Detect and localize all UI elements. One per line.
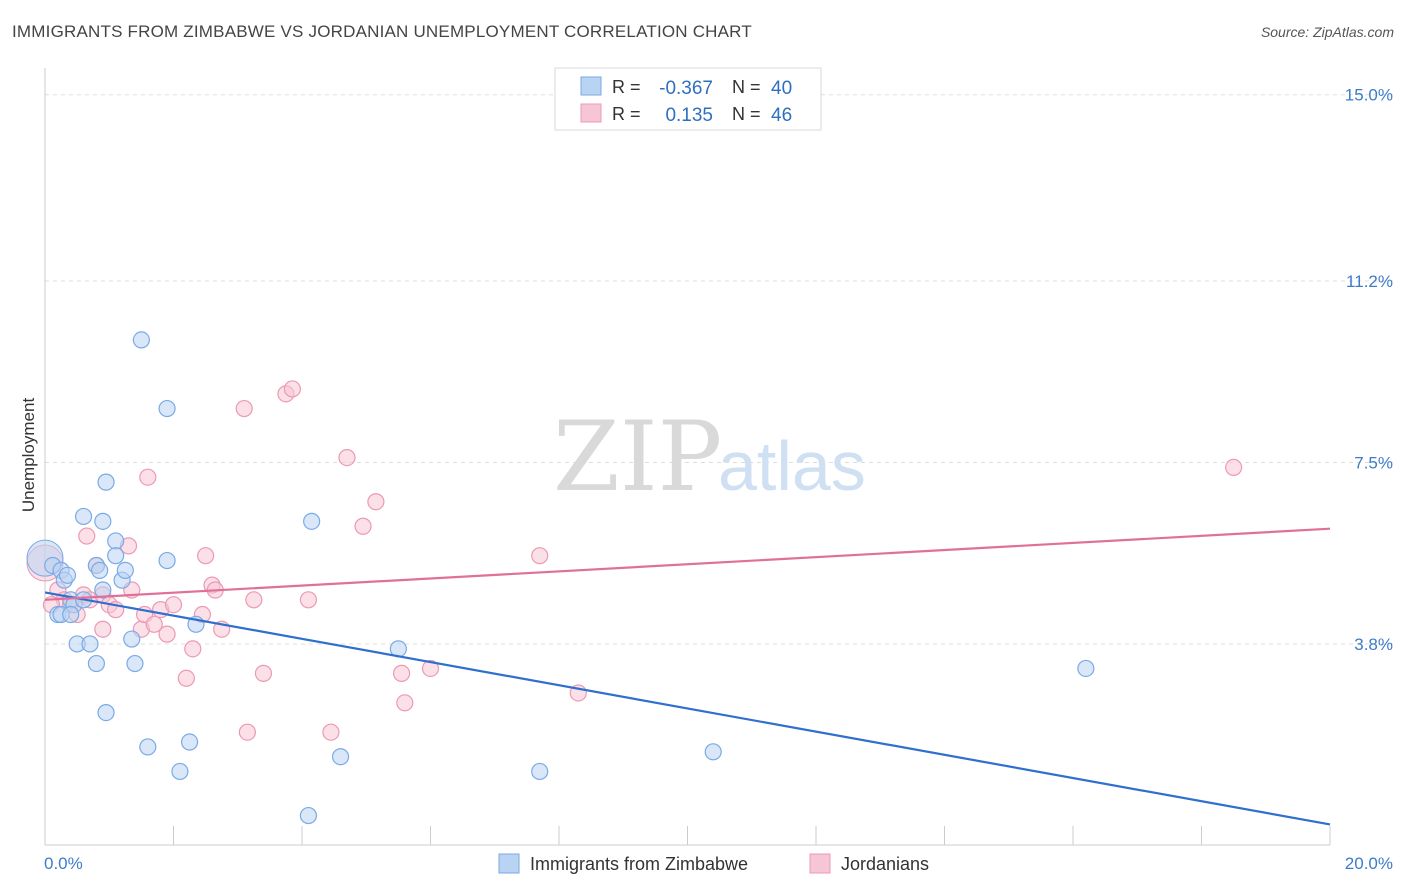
r-value-zimbabwe: -0.367 [659,78,713,99]
watermark-zip: ZIP [553,401,722,513]
zimbabwe-point [139,738,157,756]
legend-zimbabwe-swatch [498,853,520,874]
jordanians-point [94,620,112,638]
jordanians-point [164,596,183,614]
jordanians-point [245,591,263,609]
zimbabwe-point [62,605,80,624]
x-tick-label-min: 0.0% [44,854,83,873]
zimbabwe-point [126,654,144,673]
jordanians-point [392,664,411,682]
zimbabwe-trend-line [44,591,1331,826]
zimbabwe-point [303,512,321,530]
jordanians-point [177,669,195,687]
zimbabwe-point [97,703,115,722]
legend-jordanians-swatch [809,853,831,874]
zimbabwe-swatch [580,76,602,96]
zimbabwe-point [107,532,125,550]
zimbabwe-point [81,635,99,653]
zimbabwe-point [116,561,134,579]
zimbabwe-point [94,512,112,530]
zimbabwe-point [704,743,722,761]
zimbabwe-point [531,762,549,781]
x-tick-labels: 0.0% 20.0% [44,854,1393,873]
jordanians-point [299,591,318,609]
jordanians-point [322,723,340,741]
watermark-atlas: atlas [718,427,866,505]
stats-legend: R = -0.367 N = 40 R = 0.135 N = 46 [554,67,822,131]
zimbabwe-point [91,561,109,579]
jordanians-point [197,547,215,565]
zimbabwe-point [94,581,112,599]
zimbabwe-point [87,654,106,673]
r-label-jordanians: R = [612,104,641,124]
jordanians-point [396,694,414,712]
n-label-jordanians: N = [732,104,761,124]
y-tick-label: 15.0% [1345,86,1393,105]
zimbabwe-points [26,331,1095,825]
zimbabwe-point [97,473,115,491]
y-tick-label: 11.2% [1346,272,1393,291]
trend-lines [44,527,1331,826]
y-tick-label: 7.5% [1354,454,1393,473]
legend-zimbabwe-label: Immigrants from Zimbabwe [530,854,748,874]
jordanians-trend-line [44,527,1331,601]
jordanians-point [254,664,273,682]
jordanians-point [184,640,202,658]
jordanians-point [338,448,356,467]
jordanians-point [235,399,253,418]
legend-jordanians-label: Jordanians [841,854,929,874]
zimbabwe-point [132,331,150,349]
zimbabwe-point [123,630,141,648]
watermark: ZIP atlas [553,401,866,513]
chart-title: IMMIGRANTS FROM ZIMBABWE VS JORDANIAN UN… [12,22,752,41]
jordanians-point [354,517,372,535]
x-tick-label-max: 20.0% [1345,854,1393,873]
zimbabwe-point [331,748,350,766]
y-tick-labels: 3.8% 7.5% 11.2% 15.0% [1345,86,1393,654]
jordanians-point [421,659,440,678]
jordanians-point [367,493,385,511]
jordanians-point [531,547,549,565]
jordanians-point [145,615,163,633]
r-value-jordanians: 0.135 [665,105,713,126]
jordanians-point [238,723,256,741]
jordanians-point [78,527,96,545]
jordanians-point [139,468,157,486]
zimbabwe-point [58,566,77,584]
axes [44,68,1331,846]
jordanians-swatch [580,103,602,123]
zimbabwe-point [180,733,199,751]
zimbabwe-point [171,762,189,781]
r-label-zimbabwe: R = [612,77,641,97]
n-value-zimbabwe: 40 [771,78,792,99]
source-credit: Source: ZipAtlas.com [1260,24,1394,40]
n-value-jordanians: 46 [771,105,792,126]
jordanians-point [283,380,301,398]
zimbabwe-point [74,507,93,526]
series-legend: Immigrants from Zimbabwe Jordanians [498,853,929,874]
jordanians-point [1225,458,1243,477]
n-label-zimbabwe: N = [732,77,761,97]
zimbabwe-point [158,399,176,418]
y-tick-label: 3.8% [1354,635,1393,654]
zimbabwe-point [158,551,176,570]
y-axis-label: Unemployment [19,398,38,513]
zimbabwe-point [107,547,125,565]
zimbabwe-point [1077,659,1095,678]
jordanians-point [158,625,176,643]
zimbabwe-point [299,806,318,825]
